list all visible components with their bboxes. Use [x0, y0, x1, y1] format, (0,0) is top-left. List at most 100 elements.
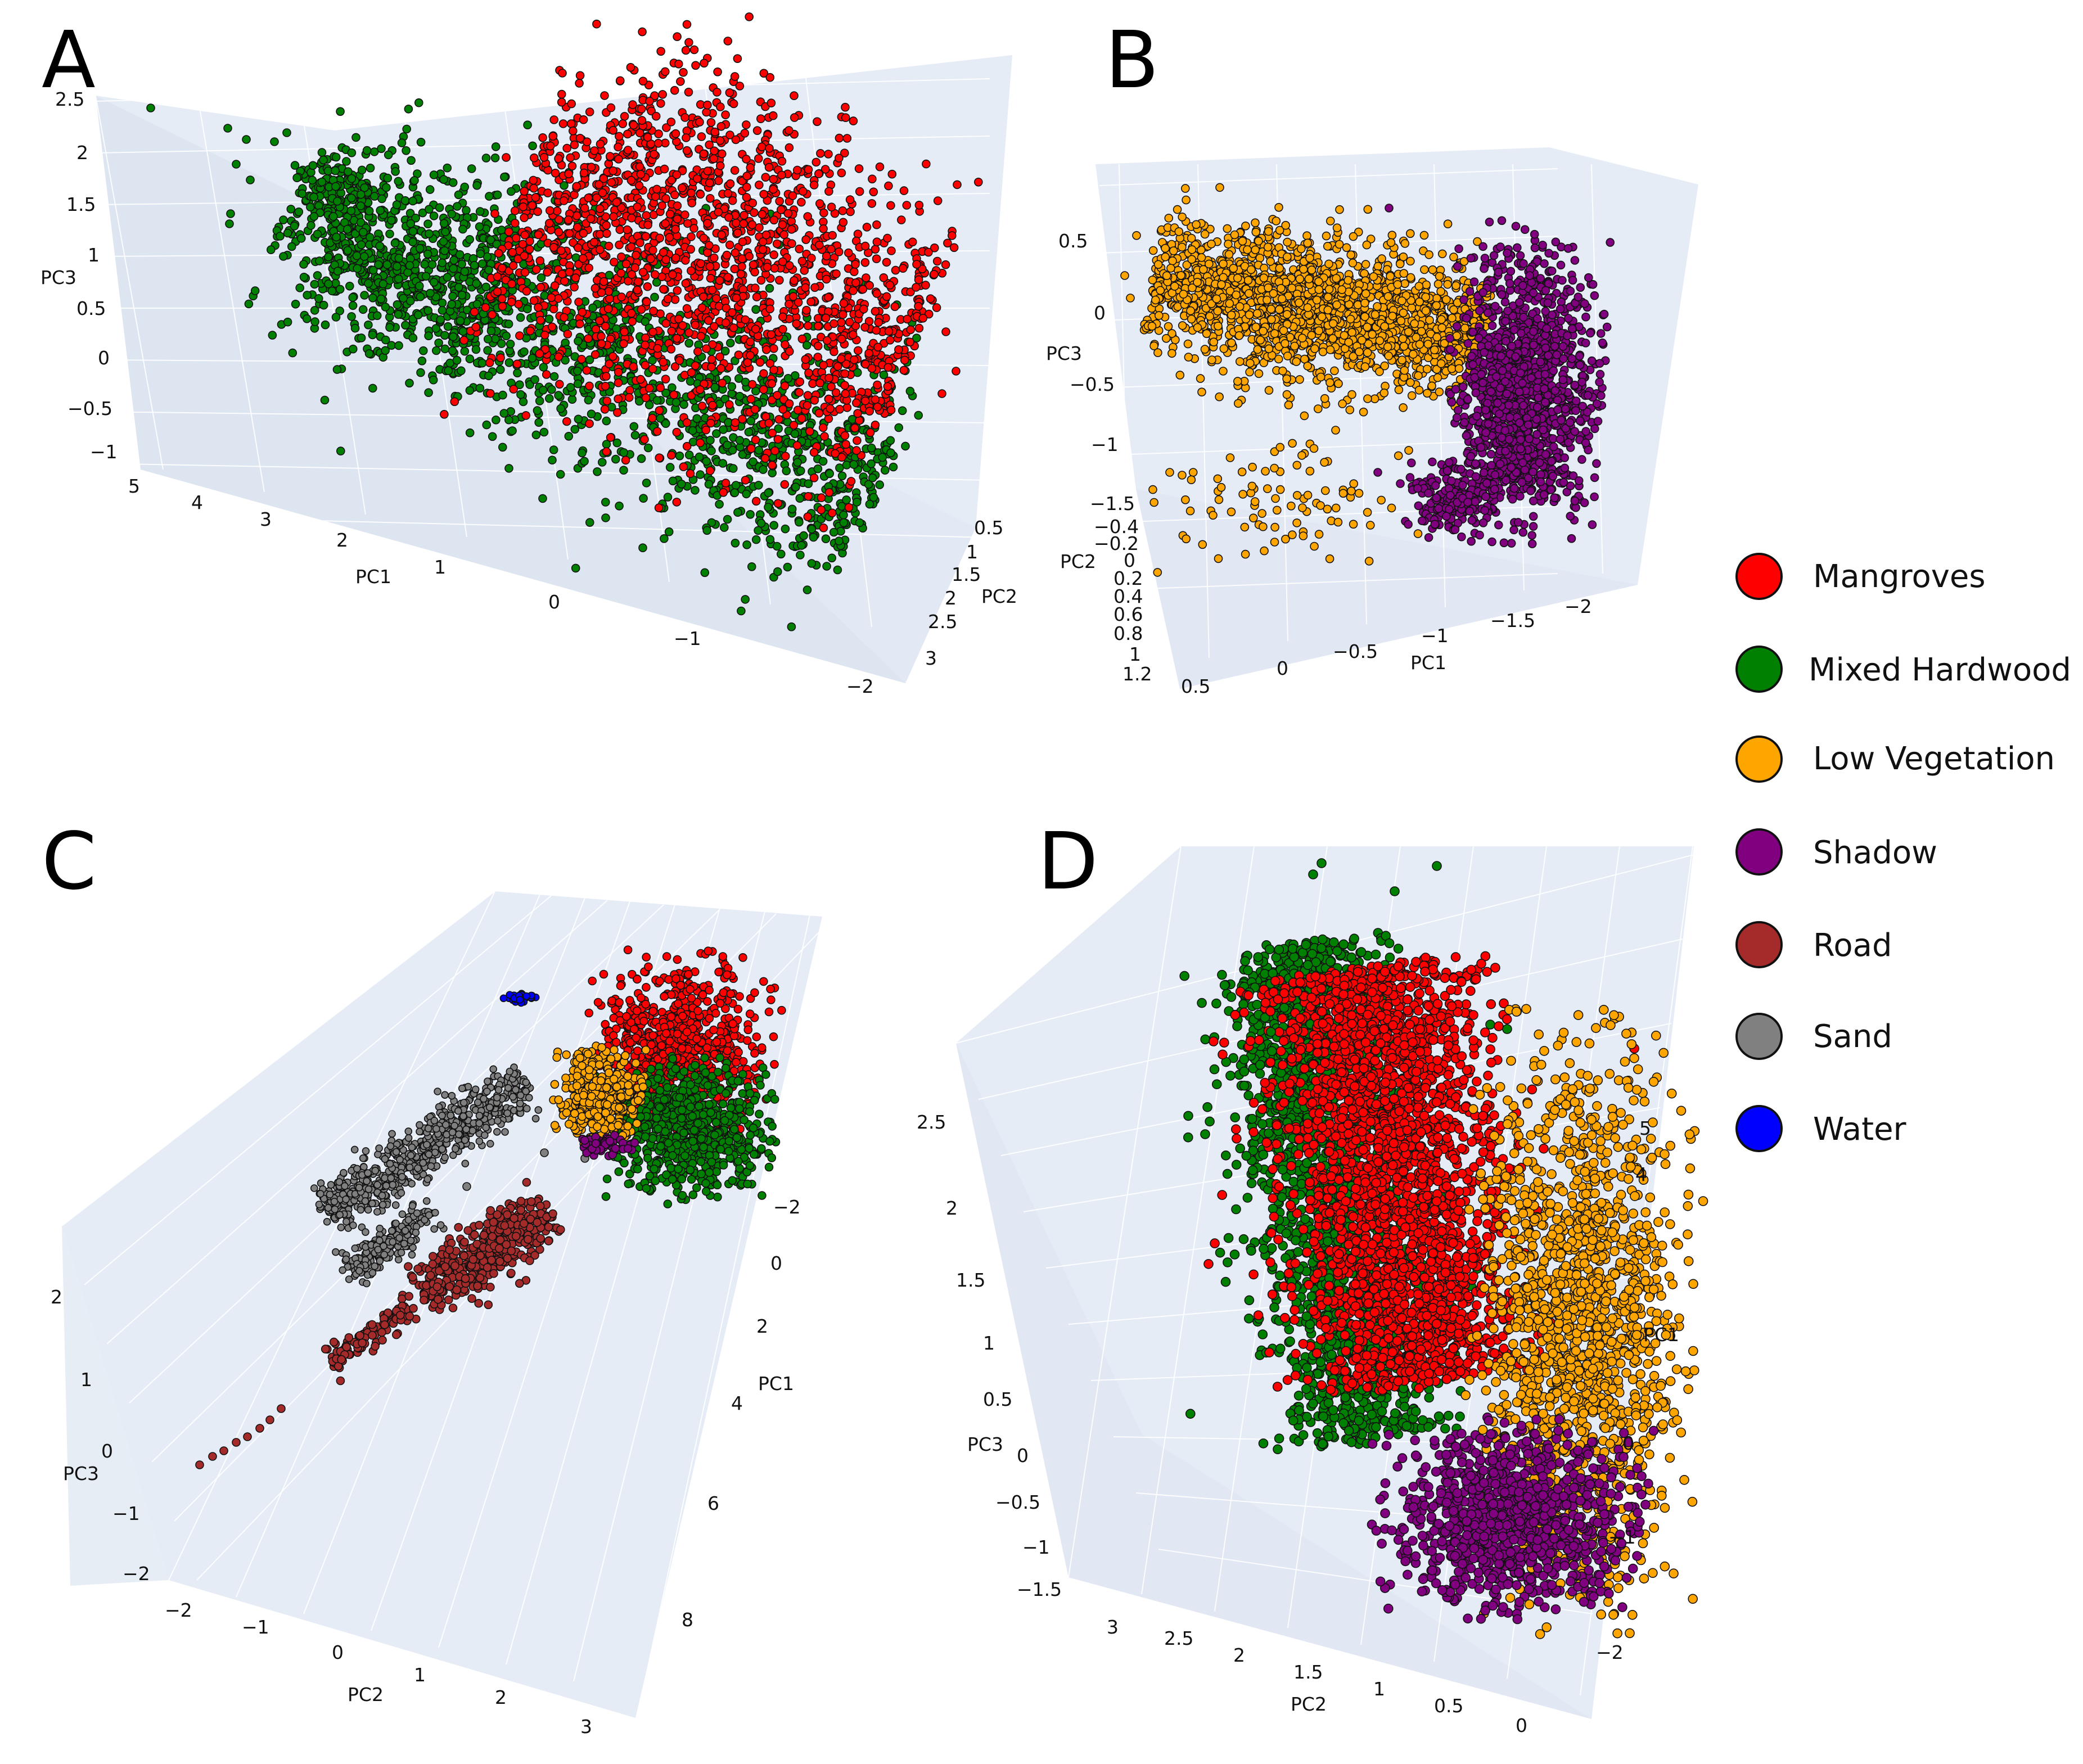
point-mixed-hardwood — [663, 493, 673, 502]
point-mixed-hardwood — [574, 336, 583, 346]
point-mangroves — [723, 273, 732, 282]
point-mixed-hardwood — [343, 246, 353, 255]
point-mixed-hardwood — [414, 98, 423, 107]
point-mangroves — [813, 322, 823, 331]
point-mangroves — [560, 277, 569, 286]
point-mangroves — [612, 197, 621, 207]
point-mixed-hardwood — [497, 225, 506, 234]
point-mixed-hardwood — [665, 463, 675, 472]
point-mangroves — [706, 193, 715, 203]
point-mangroves — [820, 432, 829, 441]
point-mixed-hardwood — [686, 377, 695, 386]
point-mangroves — [759, 385, 768, 394]
point-mixed-hardwood — [282, 128, 291, 137]
point-mixed-hardwood — [886, 436, 895, 445]
point-mixed-hardwood — [440, 344, 450, 354]
point-mangroves — [543, 188, 552, 197]
point-mangroves — [734, 350, 743, 360]
point-mixed-hardwood — [726, 339, 735, 348]
point-mangroves — [608, 166, 617, 175]
point-mixed-hardwood — [356, 201, 366, 210]
point-mangroves — [652, 427, 662, 436]
panel-a-x-tick: 5 — [128, 475, 140, 497]
point-mangroves — [564, 169, 573, 179]
point-mixed-hardwood — [306, 221, 315, 230]
point-mangroves — [554, 154, 563, 163]
point-mangroves — [824, 187, 833, 196]
point-mangroves — [651, 111, 661, 121]
point-mixed-hardwood — [652, 396, 662, 405]
point-mixed-hardwood — [773, 567, 782, 576]
point-mixed-hardwood — [731, 481, 741, 490]
point-mangroves — [769, 250, 778, 259]
point-mixed-hardwood — [360, 291, 369, 300]
point-mangroves — [833, 362, 842, 371]
point-mangroves — [718, 149, 727, 159]
point-mixed-hardwood — [443, 273, 452, 282]
point-mangroves — [510, 219, 520, 228]
point-mangroves — [793, 165, 802, 175]
point-mangroves — [620, 327, 629, 337]
point-mixed-hardwood — [742, 540, 751, 549]
point-mixed-hardwood — [619, 448, 628, 457]
point-mixed-hardwood — [438, 306, 447, 315]
point-mixed-hardwood — [462, 206, 471, 215]
point-mangroves — [714, 207, 723, 217]
point-mixed-hardwood — [449, 332, 458, 341]
point-mangroves — [729, 99, 738, 109]
point-mangroves — [824, 394, 833, 404]
point-mixed-hardwood — [317, 148, 327, 157]
point-mangroves — [563, 215, 573, 224]
point-mangroves — [730, 264, 740, 274]
point-mixed-hardwood — [700, 568, 710, 578]
point-mangroves — [551, 168, 560, 178]
point-mangroves — [601, 381, 610, 391]
point-mangroves — [600, 404, 610, 414]
point-mixed-hardwood — [440, 246, 449, 255]
point-mangroves — [728, 196, 737, 205]
point-mangroves — [608, 126, 617, 135]
point-mangroves — [605, 294, 614, 304]
point-mangroves — [739, 219, 748, 228]
point-mangroves — [626, 175, 636, 185]
panel-a-y-tick: 1 — [966, 541, 978, 563]
point-mixed-hardwood — [394, 177, 403, 186]
point-mangroves — [554, 352, 563, 362]
point-mangroves — [801, 355, 810, 364]
point-mixed-hardwood — [822, 562, 831, 571]
point-mixed-hardwood — [585, 518, 594, 527]
point-mangroves — [844, 248, 853, 258]
point-mangroves — [680, 210, 689, 219]
panel-b: B 0.5 0 −0.5 −1 −1.5 PC3 −0.4 −0.2 0 0.2… — [1046, 15, 1698, 697]
point-low-vegetation — [1420, 265, 1429, 274]
point-mangroves — [811, 157, 821, 167]
point-low-vegetation — [1433, 279, 1443, 289]
point-mangroves — [450, 397, 459, 407]
point-mangroves — [745, 252, 754, 261]
point-mangroves — [549, 115, 559, 124]
point-mangroves — [586, 214, 596, 223]
point-mangroves — [617, 292, 626, 301]
point-mangroves — [912, 283, 921, 292]
point-mangroves — [670, 85, 679, 95]
point-mixed-hardwood — [839, 511, 848, 520]
point-mixed-hardwood — [619, 466, 628, 475]
point-mixed-hardwood — [802, 585, 812, 594]
point-mangroves — [818, 423, 828, 432]
point-mixed-hardwood — [416, 138, 426, 147]
point-mangroves — [705, 178, 714, 188]
point-mixed-hardwood — [382, 183, 391, 192]
point-mangroves — [844, 503, 854, 512]
point-mangroves — [557, 89, 566, 99]
point-mangroves — [623, 146, 633, 155]
panel-a-y-tick: 3 — [925, 647, 937, 669]
point-low-vegetation — [1443, 279, 1452, 289]
point-mixed-hardwood — [279, 215, 288, 224]
point-mangroves — [689, 45, 699, 55]
point-mangroves — [655, 453, 664, 463]
point-mangroves — [615, 132, 624, 141]
point-mangroves — [527, 201, 537, 210]
point-mixed-hardwood — [423, 249, 432, 259]
point-mangroves — [792, 319, 801, 328]
point-mixed-hardwood — [439, 175, 448, 184]
